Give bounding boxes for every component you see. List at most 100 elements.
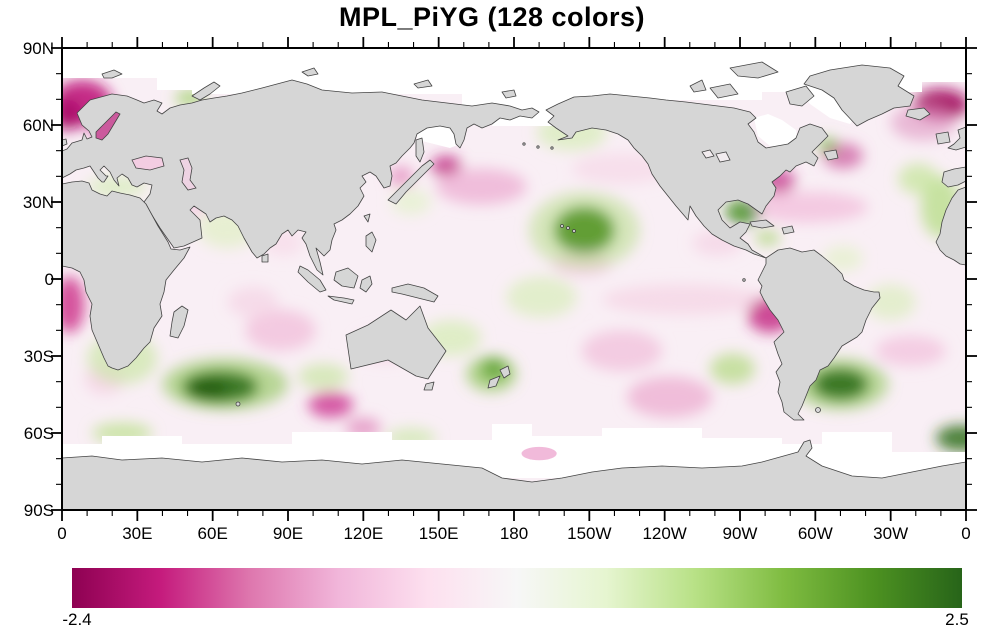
landmass-new-guinea — [391, 283, 439, 303]
x-tick-label: 0 — [961, 524, 971, 543]
great-lake-2 — [715, 151, 731, 163]
landmass-south-america — [757, 247, 881, 421]
anomaly-new-zealand-core — [481, 358, 507, 380]
colorbar-min-label: -2.4 — [62, 610, 92, 629]
landmass-uk-edge — [947, 126, 966, 151]
landmass-sakhalin — [415, 137, 425, 163]
anomaly-gulf-of-guinea — [62, 276, 85, 333]
x-tick-label: 120E — [343, 524, 384, 543]
landmass-newfoundland — [823, 149, 839, 161]
anomaly-iberia-coast — [898, 163, 939, 195]
y-tick-label: 90N — [22, 39, 54, 58]
anomaly-ross-sea-pink — [521, 446, 557, 461]
landmass-aleutian-2 — [536, 145, 540, 149]
landmass-madagascar — [169, 305, 189, 339]
x-tick-label: 0 — [57, 524, 67, 543]
landmass-cuba — [749, 219, 775, 229]
landmass-africa — [62, 180, 191, 371]
baltic-sea-fill — [95, 111, 121, 141]
landmass-sumatra — [297, 265, 327, 293]
x-tick-label: 90W — [722, 524, 758, 543]
inland-seas — [95, 111, 731, 191]
anomaly-se-atlantic-edge — [935, 425, 966, 451]
anomaly-north-of-hawaii-core — [554, 207, 615, 254]
black-sea-fill — [131, 155, 165, 171]
landmass-nz-north — [499, 365, 511, 379]
landmass-banks-is — [689, 79, 707, 93]
map-frame — [61, 47, 967, 511]
missing-data-hudson-bay — [754, 114, 798, 148]
landmass-ireland — [935, 131, 951, 145]
landmass-new-siberian-is — [413, 79, 433, 89]
landmass-greenland — [803, 64, 915, 127]
landmasses — [62, 61, 966, 510]
landmass-aleutian-1 — [522, 142, 526, 146]
colorbar — [72, 568, 962, 608]
landmass-hawaii-3 — [572, 229, 576, 233]
x-tick-label: 120W — [642, 524, 687, 543]
colorbar-max-label: 2.5 — [945, 610, 969, 629]
y-tick-label: 60N — [22, 116, 54, 135]
landmass-baffin — [785, 85, 815, 107]
x-tick-label: 30W — [873, 524, 909, 543]
landmass-iberia-edge — [941, 166, 966, 188]
landmass-hispaniola — [781, 225, 795, 235]
anomaly-s-atlantic — [875, 335, 946, 367]
x-tick-label: 180 — [499, 524, 529, 543]
landmass-galapagos — [742, 278, 746, 282]
landmass-severnaya-zemlya — [301, 67, 319, 77]
y-tick-label: 90S — [23, 501, 54, 520]
x-tick-label: 150W — [567, 524, 612, 543]
y-tick-label: 0 — [44, 270, 54, 289]
anomaly-c-indian — [245, 309, 316, 351]
caspian-sea-fill — [179, 157, 197, 191]
axis-ticks — [51, 37, 977, 521]
x-tick-label: 30E — [122, 524, 153, 543]
landmass-wrangel — [501, 89, 517, 99]
landmass-hawaii-1 — [560, 224, 564, 228]
anomaly-c-indian-2 — [227, 286, 278, 318]
landmass-java — [327, 295, 355, 305]
y-tick-label: 60S — [23, 424, 54, 443]
landmass-eurasia — [62, 79, 540, 276]
landmass-svalbard — [101, 69, 123, 79]
anomaly-caribbean-green — [755, 230, 781, 246]
x-tick-label: 90E — [272, 524, 304, 543]
anomaly-s-indian-dark — [187, 380, 228, 399]
map-plot — [51, 37, 977, 521]
landmass-england-sliver — [62, 138, 68, 147]
landmass-philippines — [365, 231, 377, 253]
landmass-iceland — [905, 107, 931, 121]
landmass-aleutian-3 — [550, 146, 554, 150]
landmass-nz-south — [487, 375, 501, 389]
plot-title: MPL_PiYG (128 colors) — [338, 2, 646, 32]
anomaly-kuril-spot — [431, 155, 462, 177]
landmass-novaya-zemlya — [191, 81, 221, 101]
landmass-sulawesi — [359, 275, 373, 293]
landmass-ellesmere — [729, 61, 779, 79]
landmass-antarctica — [62, 439, 966, 510]
anomaly-s-pacific-45s — [627, 376, 713, 418]
landmass-taiwan — [363, 213, 371, 223]
anomaly-south-of-australia — [308, 391, 354, 418]
landmass-borneo — [333, 267, 359, 289]
anomaly-norwegian-sea-core — [62, 99, 83, 131]
landmass-west-africa-edge — [935, 186, 966, 266]
anomaly-n-atlantic-band — [747, 191, 869, 223]
landmass-kerguelen — [235, 401, 241, 407]
landmass-victoria-is — [709, 83, 739, 99]
anomaly-eq-e-pacific-band — [601, 284, 763, 315]
landmass-sri-lanka — [261, 253, 269, 263]
x-tick-label: 150E — [418, 524, 459, 543]
landmass-tasmania — [423, 381, 435, 391]
landmass-falklands — [815, 407, 821, 413]
landmass-north-america — [545, 93, 829, 259]
anomaly-w-eq-pacific — [506, 276, 577, 318]
landmass-hawaii-2 — [566, 226, 570, 230]
landmass-japan — [387, 159, 435, 205]
anomaly-se-pacific — [709, 353, 756, 385]
y-tick-label: 30S — [23, 347, 54, 366]
anomaly-nw-pacific — [436, 168, 527, 205]
anomaly-sw-australia — [298, 363, 349, 390]
